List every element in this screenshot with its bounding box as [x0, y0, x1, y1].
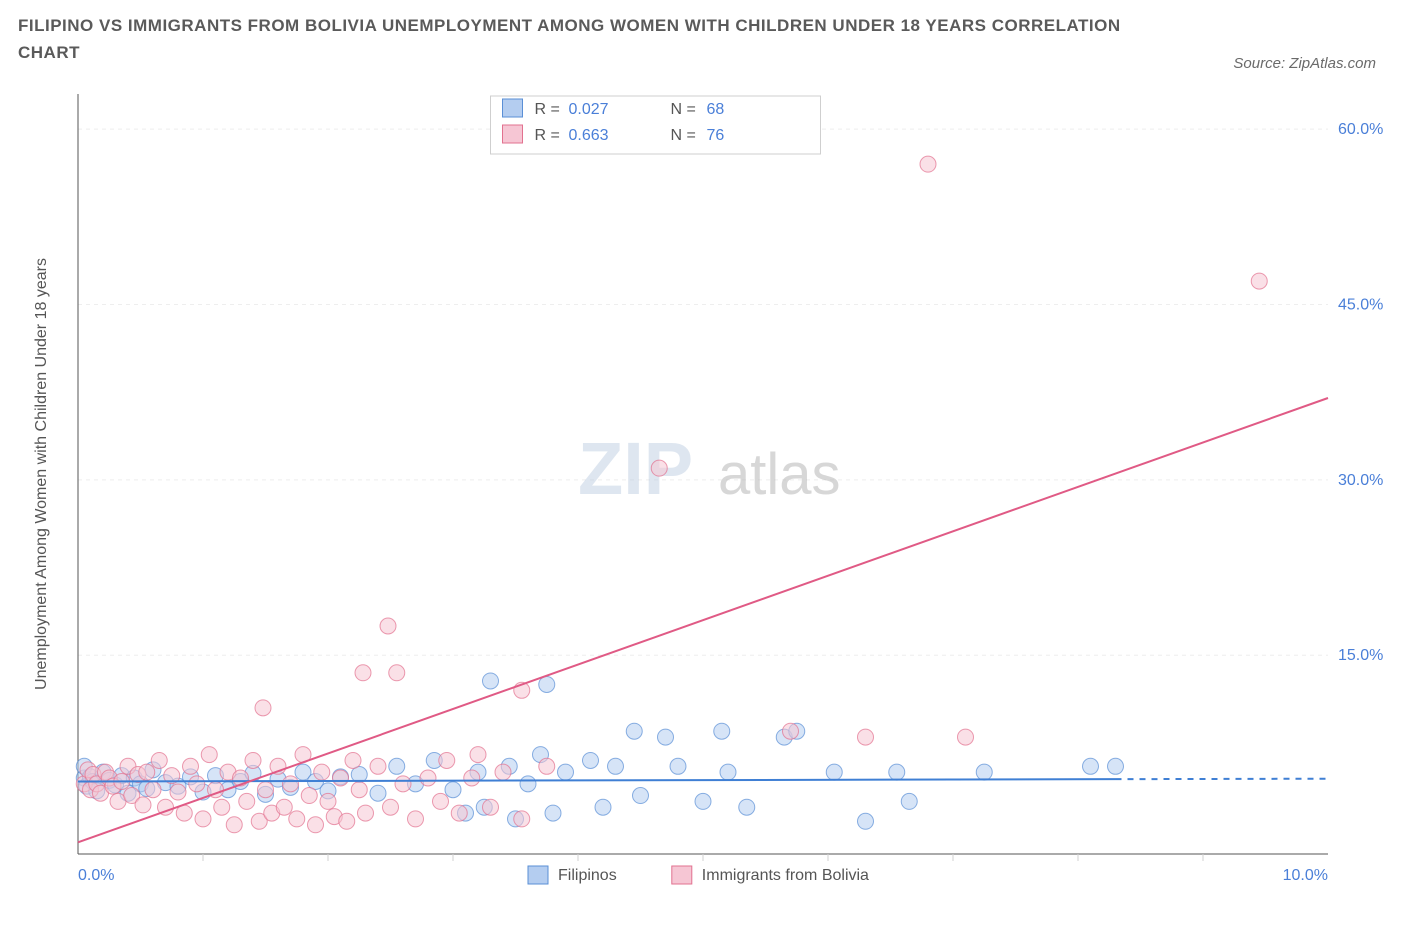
- svg-text:0.027: 0.027: [569, 101, 609, 118]
- svg-text:60.0%: 60.0%: [1338, 121, 1383, 138]
- chart-title: FILIPINO VS IMMIGRANTS FROM BOLIVIA UNEM…: [18, 12, 1138, 66]
- chart-container: ZIP atlas 15.0% 30.0% 45.0% 60.0% 0.0% 10.0% Une…: [18, 74, 1388, 924]
- svg-text:ZIP: ZIP: [578, 427, 693, 510]
- scatter-chart: ZIP atlas 15.0% 30.0% 45.0% 60.0% 0.0% 10.0% Une…: [18, 74, 1388, 924]
- svg-text:R =: R =: [535, 127, 560, 144]
- svg-text:Filipinos: Filipinos: [558, 867, 617, 884]
- svg-text:R =: R =: [535, 101, 560, 118]
- svg-text:atlas: atlas: [718, 442, 841, 507]
- svg-text:68: 68: [707, 101, 725, 118]
- source-credit: Source: ZipAtlas.com: [1233, 55, 1376, 72]
- svg-text:0.663: 0.663: [569, 127, 609, 144]
- source-name: ZipAtlas.com: [1289, 55, 1376, 72]
- svg-text:N =: N =: [671, 101, 696, 118]
- svg-text:0.0%: 0.0%: [78, 867, 114, 884]
- svg-text:N =: N =: [671, 127, 696, 144]
- svg-text:15.0%: 15.0%: [1338, 648, 1383, 665]
- source-prefix: Source:: [1233, 55, 1289, 72]
- svg-text:Unemployment Among Women with: Unemployment Among Women with Children U…: [33, 258, 50, 690]
- svg-text:10.0%: 10.0%: [1283, 867, 1328, 884]
- svg-text:30.0%: 30.0%: [1338, 472, 1383, 489]
- svg-text:45.0%: 45.0%: [1338, 297, 1383, 314]
- svg-text:76: 76: [707, 127, 725, 144]
- svg-text:Immigrants from Bolivia: Immigrants from Bolivia: [702, 867, 869, 884]
